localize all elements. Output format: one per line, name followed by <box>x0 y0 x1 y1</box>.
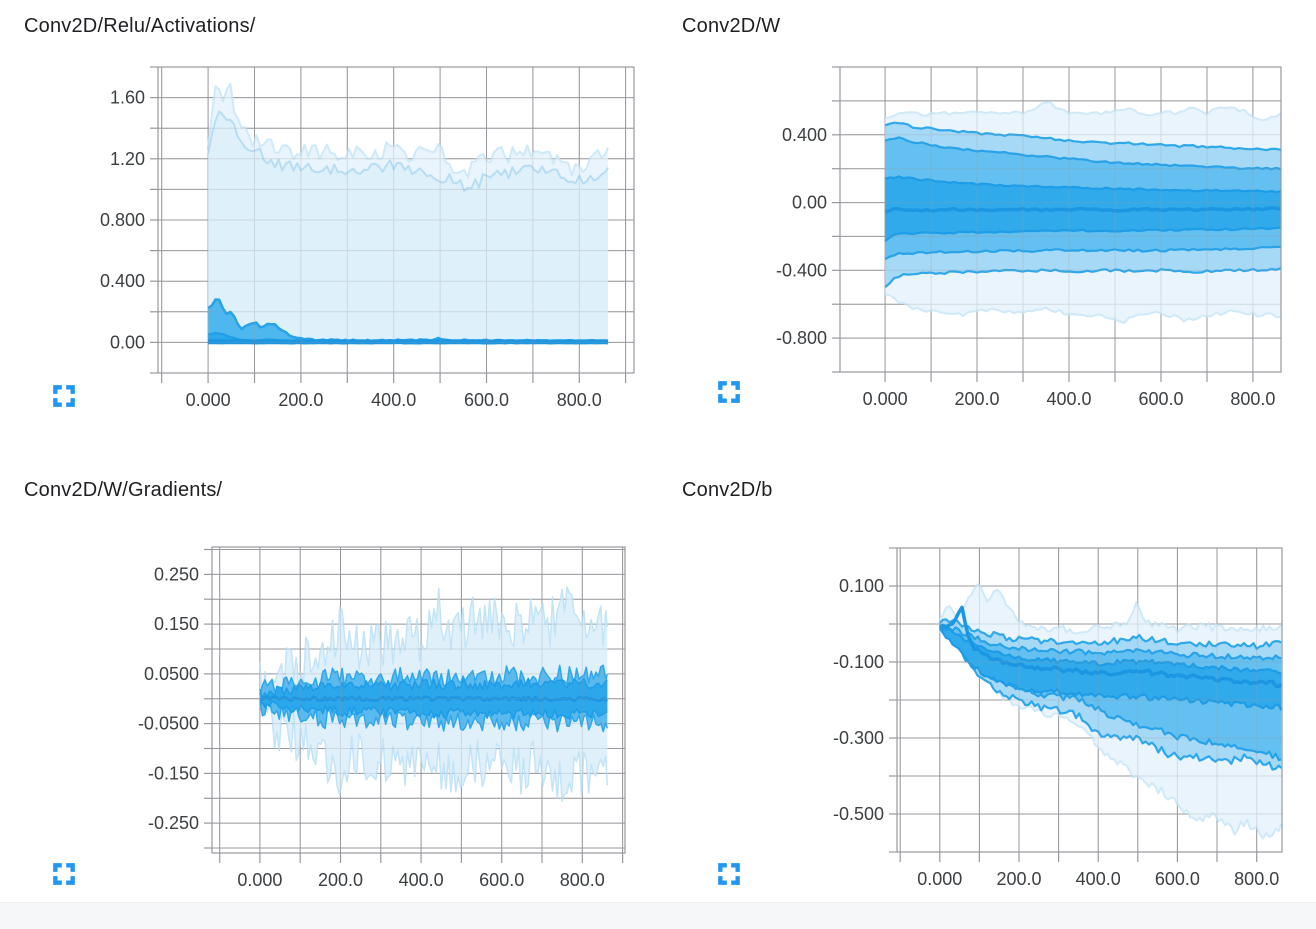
distribution-bands <box>260 587 607 801</box>
x-tick-label: 800.0 <box>1234 869 1279 889</box>
chart-card-conv2d-w-gradients: 0.250 0.150 0.0500 -0.0500 -0.150 -0.250 0.000… <box>0 464 658 928</box>
x-tick-label: 0.000 <box>237 870 282 890</box>
activations-distribution-chart: 0.00 0.400 0.800 1.20 1.60 0.000 200.0 400.0 600… <box>0 0 658 464</box>
gradients-distribution-chart: 0.250 0.150 0.0500 -0.0500 -0.150 -0.250 0.000… <box>0 464 658 928</box>
x-tick-label: 600.0 <box>479 870 524 890</box>
weights-distribution-chart: 0.400 0.00 -0.400 -0.800 0.000 200.0 400.0 600.… <box>658 0 1316 464</box>
chart-title: Conv2D/b <box>682 478 773 502</box>
x-tick-label: 400.0 <box>1046 389 1091 409</box>
y-tick-label: 0.100 <box>839 576 884 596</box>
x-tick-label: 400.0 <box>1076 869 1121 889</box>
chart-title: Conv2D/W/Gradients/ <box>24 478 222 502</box>
y-tick-label: -0.300 <box>833 728 884 748</box>
y-tick-label: 0.800 <box>100 210 145 230</box>
expand-chart-button[interactable] <box>715 860 743 888</box>
y-tick-label: -0.500 <box>833 804 884 824</box>
x-tick-label: 200.0 <box>278 390 323 410</box>
expand-chart-button[interactable] <box>715 378 743 406</box>
x-tick-label: 800.0 <box>560 870 605 890</box>
y-tick-label: 0.0500 <box>144 664 199 684</box>
x-tick-label: 600.0 <box>464 390 509 410</box>
chart-card-conv2d-w: 0.400 0.00 -0.400 -0.800 0.000 200.0 400.0 600.… <box>658 0 1316 464</box>
y-tick-label: -0.150 <box>148 763 199 783</box>
chart-card-conv2d-b: 0.100 -0.100 -0.300 -0.500 0.000 200.0 400.0 60… <box>658 464 1316 928</box>
x-tick-label: 0.000 <box>863 389 908 409</box>
chart-card-conv2d-relu-activations: 0.00 0.400 0.800 1.20 1.60 0.000 200.0 400.0 600… <box>0 0 658 464</box>
x-tick-label: 800.0 <box>557 390 602 410</box>
expand-icon <box>51 861 77 887</box>
y-tick-label: -0.400 <box>776 260 827 280</box>
y-tick-label: -0.250 <box>148 813 199 833</box>
x-tick-label: 600.0 <box>1138 389 1183 409</box>
expand-icon <box>716 861 742 887</box>
y-tick-label: 1.60 <box>110 88 145 108</box>
expand-icon <box>51 383 77 409</box>
y-tick-label: 0.400 <box>100 271 145 291</box>
x-tick-label: 200.0 <box>318 870 363 890</box>
x-tick-label: 400.0 <box>371 390 416 410</box>
y-tick-label: 0.00 <box>110 332 145 352</box>
expand-chart-button[interactable] <box>50 860 78 888</box>
x-tick-label: 0.000 <box>917 869 962 889</box>
chart-title: Conv2D/Relu/Activations/ <box>24 14 256 38</box>
y-tick-label: 0.00 <box>792 193 827 213</box>
chart-title: Conv2D/W <box>682 14 780 38</box>
y-tick-label: -0.100 <box>833 652 884 672</box>
distribution-bands <box>940 584 1281 838</box>
bias-distribution-chart: 0.100 -0.100 -0.300 -0.500 0.000 200.0 400.0 60… <box>658 464 1316 928</box>
x-tick-label: 200.0 <box>996 869 1041 889</box>
x-tick-label: 800.0 <box>1230 389 1275 409</box>
next-card-row-edge <box>0 902 1316 929</box>
x-tick-label: 400.0 <box>399 870 444 890</box>
distribution-bands <box>208 84 608 343</box>
x-tick-label: 0.000 <box>186 390 231 410</box>
y-tick-label: 0.400 <box>782 125 827 145</box>
y-tick-label: 1.20 <box>110 149 145 169</box>
expand-chart-button[interactable] <box>50 382 78 410</box>
y-tick-label: -0.800 <box>776 328 827 348</box>
y-tick-label: 0.250 <box>154 564 199 584</box>
y-tick-label: -0.0500 <box>138 714 199 734</box>
x-tick-label: 200.0 <box>954 389 999 409</box>
expand-icon <box>716 379 742 405</box>
y-tick-label: 0.150 <box>154 614 199 634</box>
x-tick-label: 600.0 <box>1155 869 1200 889</box>
